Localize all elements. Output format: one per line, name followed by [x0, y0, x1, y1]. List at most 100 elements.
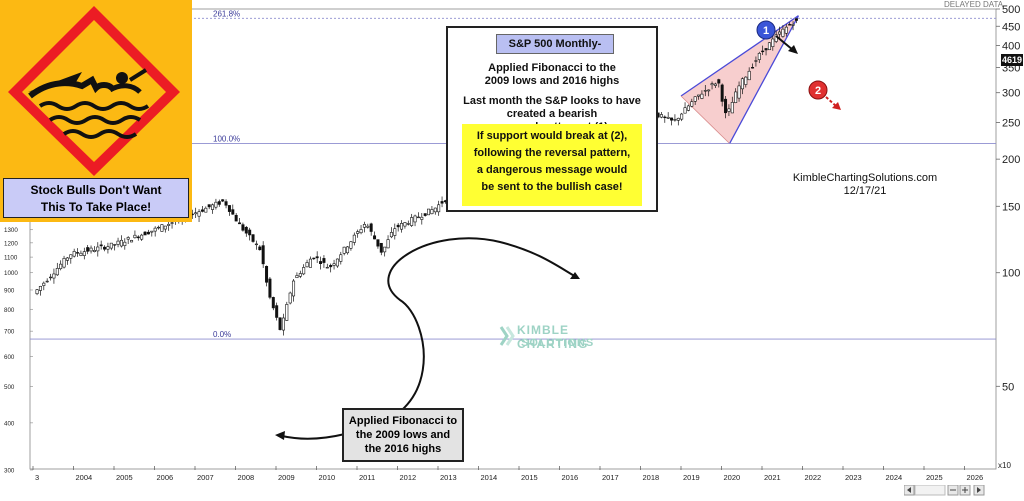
left-axis-label: 500 — [4, 384, 15, 391]
left-axis-label: 700 — [4, 329, 15, 336]
info-warning-highlight: If support would break at (2), following… — [462, 124, 642, 206]
x-tick-label: 2010 — [319, 473, 336, 482]
candle-body — [298, 273, 302, 277]
candle-body — [96, 246, 100, 252]
candle-body — [136, 236, 140, 239]
candle-body — [703, 90, 707, 92]
candle-body — [754, 60, 758, 62]
candle-body — [663, 116, 667, 119]
candle-body — [700, 93, 704, 99]
fib-level-label: 261.8% — [213, 9, 240, 18]
candle-body — [133, 234, 137, 239]
candle-body — [140, 234, 144, 240]
x-tick-label: 2014 — [481, 473, 498, 482]
candle-body — [308, 258, 312, 268]
source-credit: KimbleChartingSolutions.com 12/17/21 — [770, 172, 960, 198]
candle-body — [163, 225, 167, 230]
yellow-line-3: a dangerous message would — [476, 164, 628, 176]
candle-body — [227, 205, 231, 212]
left-axis-label: 600 — [4, 354, 15, 361]
candle-body — [781, 28, 785, 37]
candle-body — [362, 224, 366, 228]
candle-body — [335, 258, 339, 267]
swoop-arrow — [341, 237, 579, 433]
candle-body — [673, 119, 677, 121]
x-tick-label: 2017 — [602, 473, 619, 482]
left-axis-label: 1100 — [4, 255, 18, 262]
left-axis-label: 800 — [4, 307, 15, 314]
candle-body — [346, 246, 350, 254]
chart-frame — [29, 8, 997, 470]
candle-body — [788, 24, 792, 26]
fib-level-label: 100.0% — [213, 135, 240, 144]
candle-body — [312, 257, 316, 260]
candle-body — [295, 275, 299, 279]
left-axis-label: 900 — [4, 287, 15, 294]
x-tick-label: 2021 — [764, 473, 781, 482]
candle-body — [106, 246, 110, 250]
candle-body — [146, 231, 150, 235]
marker-1-arrowhead — [788, 45, 798, 54]
candle-body — [791, 24, 795, 26]
candle-body — [109, 242, 113, 249]
left-axis-label: 1300 — [4, 227, 18, 234]
chart-scroll-controls[interactable] — [903, 483, 1024, 496]
candle-body — [784, 26, 788, 34]
marker-2-arrow — [825, 96, 837, 107]
candle-body — [59, 263, 63, 270]
candle-body — [764, 48, 768, 51]
candle-body — [65, 257, 69, 261]
info-line-3: Last month the S&P looks to have — [463, 95, 641, 107]
candle-body — [45, 280, 49, 283]
candle-body — [113, 244, 117, 246]
candle-body — [261, 245, 265, 265]
candle-body — [761, 50, 765, 53]
x-tick-label: 2023 — [845, 473, 862, 482]
yellow-line-1: If support would break at (2), — [476, 130, 628, 142]
candle-body — [747, 70, 751, 81]
candle-body — [248, 229, 252, 236]
candle-body — [349, 241, 353, 249]
fibonacci-note-box: Applied Fibonacci to the 2009 lows and t… — [342, 408, 464, 462]
candle-body — [92, 250, 96, 252]
candle-body — [322, 258, 326, 263]
right-axis-label: 200 — [1002, 154, 1020, 166]
fib-level-label: 0.0% — [213, 330, 231, 339]
candle-body — [265, 265, 269, 283]
candle-body — [727, 108, 731, 112]
watermark-line-1: KIMBLE CHARTING — [517, 323, 589, 351]
candle-body — [751, 67, 755, 69]
candle-body — [238, 222, 242, 225]
candle-body — [352, 234, 356, 243]
left-axis-label: 1200 — [4, 240, 18, 247]
candle-body — [339, 254, 343, 262]
watermark: KIMBLE CHARTING SOLUTIONS — [497, 322, 637, 351]
candle-body — [740, 78, 744, 90]
candle-body — [342, 246, 346, 254]
note-line-2: the 2009 lows and — [355, 429, 451, 441]
candle-body — [278, 317, 282, 330]
candle-body — [153, 227, 157, 232]
candle-body — [366, 225, 370, 228]
candle-body — [194, 212, 198, 215]
candle-body — [400, 223, 404, 230]
candle-body — [359, 229, 363, 234]
candle-body — [211, 204, 215, 210]
candle-body — [376, 239, 380, 247]
delayed-data-label: DELAYED DATA — [944, 0, 1004, 9]
candle-body — [406, 223, 410, 225]
candle-body — [305, 262, 309, 268]
candle-body — [275, 305, 279, 318]
x-tick-label: 2020 — [724, 473, 741, 482]
candle-body — [221, 199, 225, 202]
right-axis-label: 450 — [1002, 21, 1020, 33]
candle-body — [167, 223, 171, 226]
candle-body — [403, 222, 407, 227]
candle-body — [268, 278, 272, 298]
x-tick-label: 2016 — [562, 473, 579, 482]
candle-body — [119, 239, 123, 247]
candle-body — [157, 226, 161, 229]
x-tick-label: 2004 — [76, 473, 93, 482]
x-tick-label: 3 — [35, 473, 39, 482]
candle-body — [396, 224, 400, 228]
